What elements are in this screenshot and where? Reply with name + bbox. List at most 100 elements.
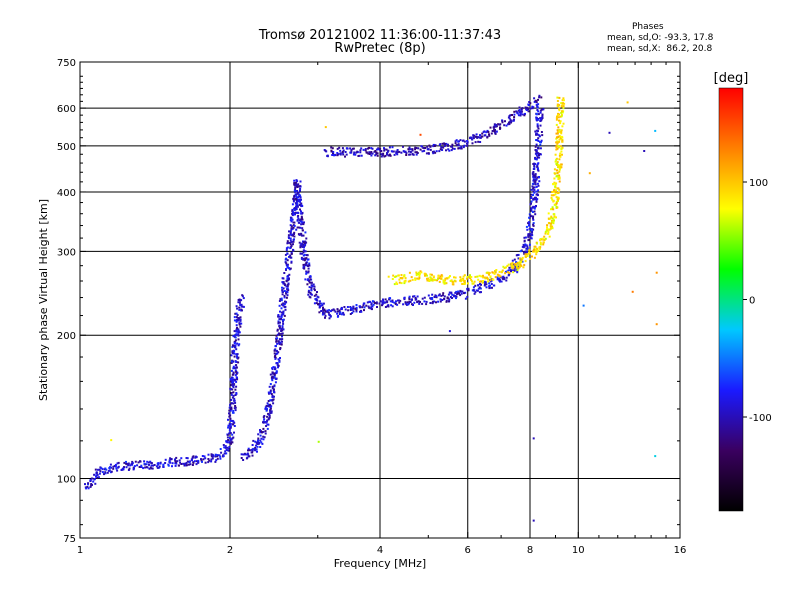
data-point <box>535 190 538 193</box>
data-point <box>180 463 183 465</box>
data-point <box>299 246 302 249</box>
data-point <box>185 464 188 467</box>
data-point <box>240 299 243 302</box>
data-point <box>533 245 536 248</box>
data-point <box>268 405 271 408</box>
data-point <box>293 194 296 197</box>
data-point <box>369 152 372 155</box>
data-point <box>539 243 542 246</box>
data-point <box>280 343 283 346</box>
data-point <box>530 207 533 210</box>
data-point <box>370 151 373 153</box>
data-point <box>370 147 373 150</box>
data-point <box>562 97 565 100</box>
data-point <box>534 250 537 253</box>
data-point <box>215 454 218 457</box>
data-point <box>267 412 270 415</box>
data-point <box>432 152 435 155</box>
data-point <box>481 132 484 135</box>
data-point <box>449 275 451 278</box>
data-point <box>432 145 435 148</box>
data-point <box>494 271 497 274</box>
data-point <box>459 294 462 297</box>
data-point <box>349 147 352 150</box>
data-point <box>437 277 439 280</box>
data-point <box>408 147 411 150</box>
data-point <box>541 134 544 137</box>
data-point <box>466 287 469 290</box>
data-point <box>454 276 457 279</box>
data-point <box>381 304 383 307</box>
data-point <box>235 376 238 379</box>
data-point <box>539 124 542 127</box>
data-point <box>527 103 530 106</box>
data-point <box>272 376 275 379</box>
data-point <box>90 483 93 485</box>
data-point <box>89 479 92 482</box>
data-point <box>557 197 560 200</box>
data-point <box>513 267 516 270</box>
data-point <box>558 119 560 122</box>
y-tick-label: 200 <box>57 331 76 342</box>
data-point <box>286 275 289 278</box>
data-point <box>93 478 96 480</box>
data-point <box>283 303 286 305</box>
data-point <box>300 243 303 246</box>
data-point <box>168 460 171 463</box>
data-point <box>293 179 296 182</box>
data-point <box>322 311 324 314</box>
data-point <box>561 139 564 142</box>
data-point <box>355 304 358 306</box>
data-point <box>228 409 231 412</box>
data-point <box>555 200 558 203</box>
data-point <box>507 269 510 272</box>
data-point <box>499 275 502 278</box>
data-point <box>508 272 511 275</box>
data-point <box>424 147 427 149</box>
data-point <box>303 242 306 245</box>
data-point <box>318 311 321 314</box>
data-point <box>293 209 296 212</box>
data-point <box>535 249 538 252</box>
data-point <box>558 135 561 137</box>
data-point <box>297 200 300 203</box>
data-point <box>342 149 345 152</box>
data-point <box>537 249 540 252</box>
x-tick-label: 1 <box>77 545 83 556</box>
data-point <box>341 307 343 310</box>
data-point <box>486 271 489 274</box>
data-point <box>286 252 289 255</box>
data-point <box>257 442 259 445</box>
data-point <box>444 282 447 285</box>
data-point <box>293 183 296 186</box>
data-point <box>265 425 268 427</box>
data-point <box>218 454 221 457</box>
data-point <box>201 460 203 463</box>
data-point <box>307 291 310 294</box>
data-point <box>528 222 531 225</box>
data-point <box>294 190 296 193</box>
data-point <box>560 114 563 116</box>
data-point <box>299 226 302 229</box>
data-point <box>517 267 520 270</box>
data-point <box>443 297 446 300</box>
data-point <box>259 431 262 434</box>
data-point <box>397 274 400 277</box>
data-point <box>555 123 558 126</box>
data-point <box>342 153 345 156</box>
data-point <box>269 389 272 392</box>
data-point <box>452 294 455 297</box>
data-point <box>414 146 417 149</box>
data-point <box>542 241 545 244</box>
data-point <box>150 464 153 467</box>
data-point <box>104 472 107 475</box>
data-point <box>211 453 214 456</box>
data-point <box>269 399 272 402</box>
data-point <box>532 217 534 220</box>
data-point <box>451 143 454 146</box>
data-point <box>255 441 258 444</box>
data-point <box>553 213 556 216</box>
data-point <box>207 461 210 464</box>
data-point <box>526 106 529 109</box>
data-point <box>561 125 564 128</box>
